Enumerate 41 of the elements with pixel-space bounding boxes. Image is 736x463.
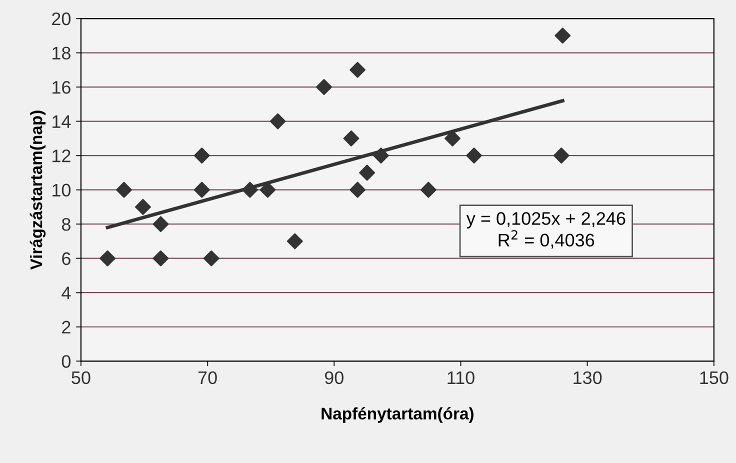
point [242,182,258,198]
x-tick-label: 70 [198,371,217,384]
y-tick-label: 16 [52,80,70,94]
y-tick-label: 14 [52,115,71,128]
point [466,148,482,164]
point [359,164,376,181]
point [116,182,132,198]
point [135,198,151,215]
x-tick-label: 50 [72,371,90,384]
point [270,113,286,130]
point [554,28,571,44]
point [553,148,570,164]
y-tick-label: 18 [52,46,70,60]
point [286,233,303,250]
y-tick-label: 0 [62,355,71,368]
point [343,130,360,146]
point [194,148,210,164]
point [316,79,332,96]
x-tick-label: 110 [448,371,474,384]
point [152,216,169,232]
x-tick-label: 90 [324,371,344,384]
point [373,148,389,164]
y-tick-label: 6 [62,252,70,266]
point [194,182,210,198]
y-tick-label: 4 [62,286,71,300]
point [203,250,220,266]
x-axis-title: Napfénytartam(óra) [322,407,474,423]
point [420,182,436,198]
y-tick-label: 2 [62,320,70,334]
x-tick-label: 150 [700,371,728,384]
y-tick-label: 12 [52,150,70,162]
point [350,62,366,78]
y-tick-label: 8 [62,218,70,231]
point [350,182,366,198]
annotation: y = 0,1025x + 2,246 R$^{2}$ = 0,4036 [466,212,626,249]
y-tick-label: 10 [52,184,71,197]
point [100,250,116,266]
point [152,250,169,266]
y-tick-label: 20 [52,12,71,26]
x-tick-label: 130 [574,371,602,384]
y-axis-title: Virágzástartam(nap) [30,110,46,270]
